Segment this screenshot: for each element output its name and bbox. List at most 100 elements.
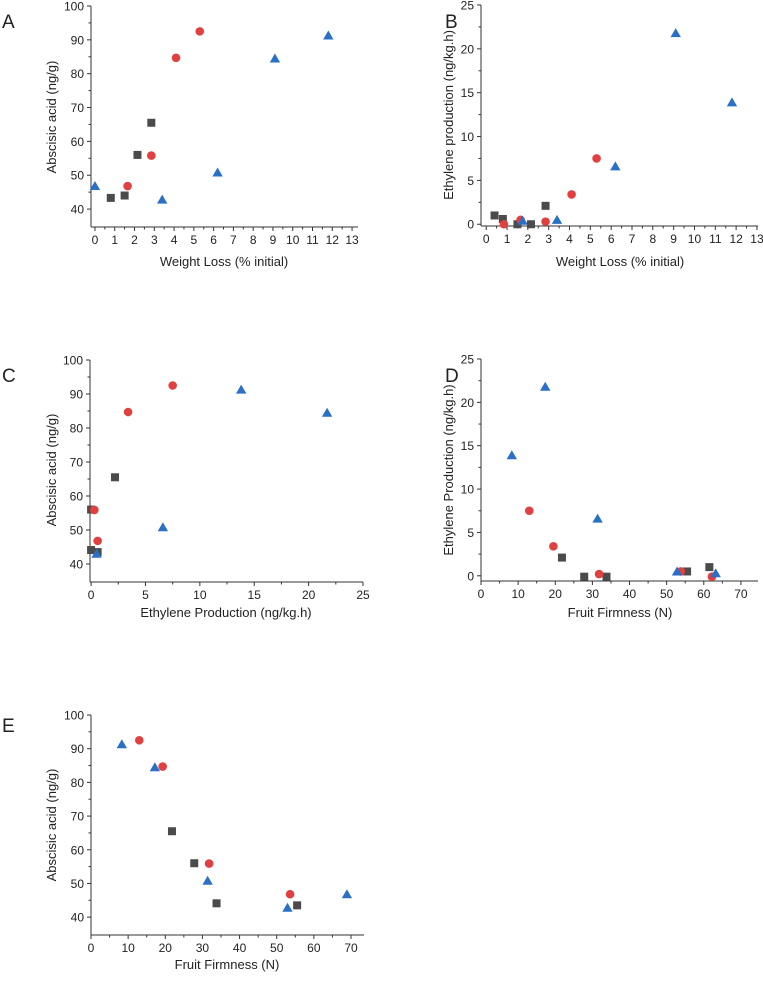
circle-point <box>592 154 601 163</box>
square-point <box>602 572 611 581</box>
x-tick-label: 12 <box>326 233 340 247</box>
x-tick-label: 20 <box>549 587 563 601</box>
x-tick-label: 10 <box>193 588 207 602</box>
circle-point <box>158 762 167 771</box>
x-tick-label: 40 <box>233 941 247 955</box>
x-tick-label: 13 <box>345 233 359 247</box>
triangle-point <box>282 902 293 912</box>
y-tick-label: 5 <box>467 526 474 540</box>
x-tick-label: 5 <box>142 588 149 602</box>
circle-point <box>499 219 509 229</box>
y-tick-label: 50 <box>71 877 85 891</box>
x-tick-label: 1 <box>111 233 118 247</box>
y-tick-label: 50 <box>71 169 85 183</box>
x-tick-label: 50 <box>270 941 284 955</box>
triangle-point <box>323 30 334 40</box>
x-tick-label: 11 <box>709 232 722 246</box>
y-tick-label: 60 <box>71 135 85 149</box>
circle-point <box>147 151 156 160</box>
y-tick-label: 90 <box>70 387 84 401</box>
circle-point <box>123 407 133 417</box>
circle-point <box>549 542 558 551</box>
x-tick-label: 25 <box>356 588 370 602</box>
square-point <box>133 150 142 159</box>
y-tick-label: 40 <box>71 203 85 217</box>
triangle-point <box>89 181 101 191</box>
x-tick-label: 3 <box>151 233 158 247</box>
y-tick-label: 80 <box>71 67 85 81</box>
x-tick-label: 0 <box>88 588 95 602</box>
panel-label-d: D <box>445 366 459 387</box>
y-tick-label: 40 <box>71 911 85 925</box>
y-tick-label: 70 <box>71 101 85 115</box>
circle-point <box>204 859 214 868</box>
triangle-point <box>157 522 169 532</box>
x-tick-label: 10 <box>511 587 525 601</box>
circle-point <box>171 53 181 63</box>
x-tick-label: 0 <box>478 587 485 601</box>
square-point <box>293 901 302 910</box>
y-tick-label: 15 <box>461 439 475 453</box>
x-tick-label: 6 <box>210 233 217 247</box>
x-tick-label: 20 <box>159 941 173 955</box>
square-point <box>120 191 129 200</box>
circle-point <box>134 735 144 745</box>
x-tick-label: 40 <box>623 587 637 601</box>
x-tick-label: 0 <box>92 233 99 247</box>
triangle-point <box>157 194 168 204</box>
x-tick-label: 70 <box>344 941 358 955</box>
triangle-point <box>341 889 353 899</box>
x-tick-label: 0 <box>88 941 95 955</box>
triangle-point <box>269 53 281 63</box>
panel-e: 0 10 20 30 40 50 60 70 40 50 60 70 80 90 100 <box>64 709 364 955</box>
triangle-point <box>610 161 621 171</box>
x-tick-label: 7 <box>230 233 237 247</box>
square-point <box>212 899 221 908</box>
square-point <box>541 201 550 210</box>
triangle-point <box>91 548 102 558</box>
y-tick-label: 70 <box>70 455 84 469</box>
circle-point <box>123 181 132 191</box>
y-tick-label: 25 <box>461 0 475 13</box>
x-axis-label-d: Fruit Firmness (N) <box>568 605 673 620</box>
y-tick-label: 5 <box>467 174 474 188</box>
y-tick-label: 70 <box>71 810 85 824</box>
y-tick-label: 80 <box>70 421 84 435</box>
y-axis-label-b: Ethylene production (ng/kg.h) <box>441 30 456 200</box>
x-tick-label: 7 <box>629 232 636 246</box>
triangle-point <box>592 513 603 523</box>
x-tick-label: 20 <box>302 588 316 602</box>
x-tick-label: 5 <box>191 233 198 247</box>
x-axis-label-a: Weight Loss (% initial) <box>160 254 288 269</box>
x-tick-label: 10 <box>688 232 702 246</box>
x-tick-label: 4 <box>171 233 178 247</box>
y-tick-label: 90 <box>71 742 85 756</box>
x-tick-label: 1 <box>504 232 511 246</box>
square-point <box>705 563 714 572</box>
y-tick-label: 20 <box>461 42 475 56</box>
y-tick-label: 40 <box>70 557 84 571</box>
circle-point <box>93 536 102 546</box>
y-tick-label: 10 <box>461 483 475 497</box>
x-tick-label: 60 <box>697 587 711 601</box>
circle-point <box>567 190 576 199</box>
y-axis-label-c: Abscisic acid (ng/g) <box>44 414 59 527</box>
triangle-point <box>321 407 333 417</box>
square-point <box>513 220 522 229</box>
circle-point <box>285 889 295 899</box>
triangle-point <box>202 875 213 885</box>
x-tick-label: 6 <box>608 232 615 246</box>
square-point <box>557 553 566 562</box>
x-tick-label: 10 <box>286 233 300 247</box>
y-tick-label: 100 <box>64 0 84 14</box>
circle-point <box>541 217 550 226</box>
square-point <box>526 220 535 229</box>
triangle-point <box>551 214 563 224</box>
triangle-point <box>670 28 681 38</box>
y-tick-label: 100 <box>63 354 83 368</box>
x-tick-label: 3 <box>545 232 552 246</box>
square-point <box>490 211 499 220</box>
x-axis-label-e: Fruit Firmness (N) <box>175 957 280 972</box>
x-tick-label: 15 <box>248 588 262 602</box>
